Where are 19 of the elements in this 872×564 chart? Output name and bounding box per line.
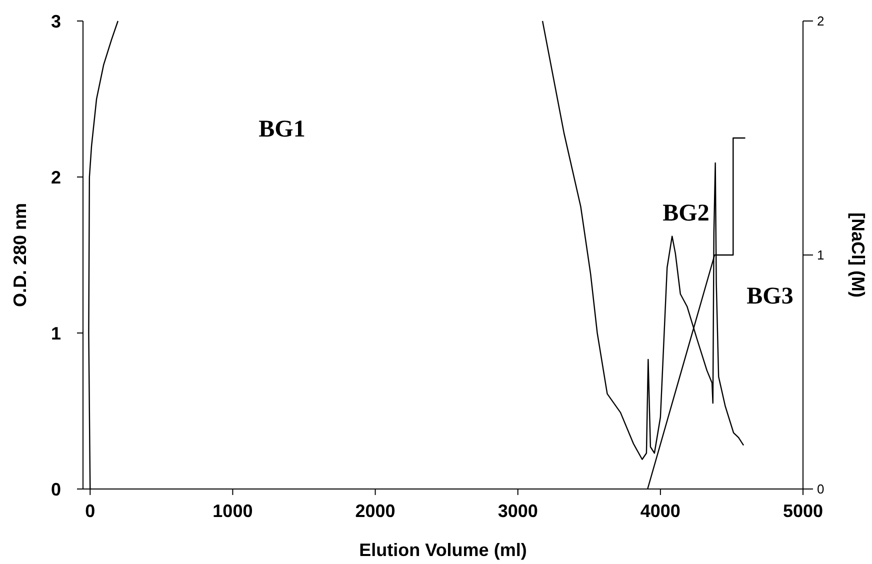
y2-tick-label: 2 <box>817 14 824 29</box>
y-tick-label: 0 <box>50 479 61 500</box>
y2-axis-title: [NaCl] (M) <box>848 212 868 298</box>
x-tick-label: 1000 <box>212 501 253 521</box>
y-tick-label: 2 <box>50 167 61 188</box>
annotation: BG3 <box>746 283 794 310</box>
y-tick-label: 3 <box>50 11 61 32</box>
annotation: BG1 <box>258 116 306 142</box>
x-tick-label: 0 <box>85 501 96 521</box>
y2-tick-label: 0 <box>817 482 824 497</box>
annotation: BG2 <box>662 200 710 226</box>
y-tick-label: 1 <box>50 323 61 344</box>
x-tick-label: 5000 <box>782 501 824 521</box>
x-tick-label: 2000 <box>355 501 396 521</box>
x-axis-title: Elution Volume (ml) <box>359 540 527 560</box>
y-axis-title: O.D. 280 nm <box>10 202 30 308</box>
y2-tick-label: 1 <box>817 248 824 263</box>
x-tick-label: 4000 <box>640 501 680 521</box>
x-tick-label: 3000 <box>498 501 538 521</box>
